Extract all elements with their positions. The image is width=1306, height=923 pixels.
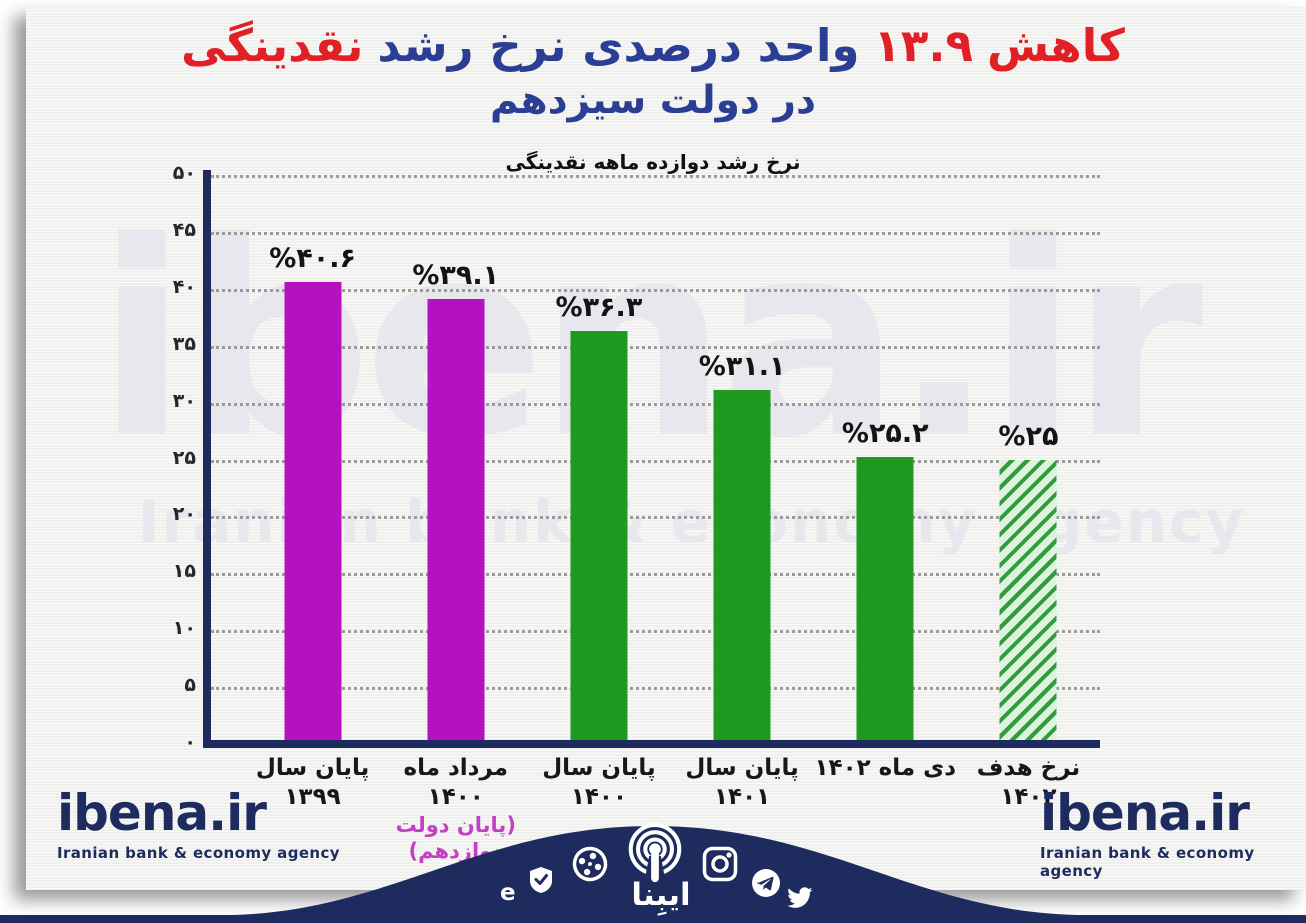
bar-value-label: %۳۶.۳ bbox=[555, 291, 643, 323]
x-axis-label: پایان سال ۱۴۰۱ bbox=[685, 755, 799, 810]
title-line-2: در دولت سیزدهم bbox=[490, 77, 816, 123]
title-word-liquidity: نقدینگی bbox=[181, 19, 364, 72]
y-axis-line bbox=[203, 170, 211, 748]
gridline-10 bbox=[211, 630, 1100, 634]
gridline-30 bbox=[211, 402, 1100, 406]
ibena-tagline-left: Iranian bank & economy agency bbox=[57, 844, 340, 862]
bar-4 bbox=[713, 390, 771, 744]
title-number: ۱۳.۹ bbox=[873, 19, 973, 72]
bale-icon bbox=[530, 867, 552, 893]
bar-3 bbox=[570, 330, 628, 744]
ibena-broadcast-icon bbox=[628, 823, 682, 887]
gridline-40 bbox=[211, 288, 1100, 292]
bar-slot-3: %۳۶.۳ bbox=[527, 175, 670, 744]
bars-row: %۴۰.۶ %۳۹.۱ %۳۶.۳ %۳۱.۱ %۲۵.۲ %۲۵ bbox=[211, 175, 1100, 744]
title-word-decrease: کاهش bbox=[986, 19, 1125, 72]
title-middle-text: واحد درصدی نرخ رشد bbox=[377, 19, 860, 72]
y-tick-label-0: ۰ bbox=[184, 731, 196, 753]
y-tick-label-15: ۱۵ bbox=[172, 560, 196, 583]
gridline-5 bbox=[211, 687, 1100, 691]
bar-slot-2: %۳۹.۱ bbox=[384, 175, 527, 744]
y-tick-label-20: ۲۰ bbox=[172, 503, 196, 526]
x-axis-labels-row: پایان سال ۱۳۹۹ مرداد ماه ۱۴۰۰ (پایان دولت … bbox=[211, 754, 1100, 864]
y-tick-label-10: ۱۰ bbox=[172, 617, 196, 640]
ibena-logo-text-right: ibena.ir bbox=[1040, 784, 1250, 842]
x-axis-label: نرخ هدف ۱۴۰۲ bbox=[976, 755, 1081, 810]
eitaa-icon: e bbox=[500, 880, 516, 906]
watermark-logo-text: ibena.ir bbox=[96, 185, 1203, 497]
ibena-logo-text-left: ibena.ir bbox=[57, 784, 267, 842]
x-axis-line bbox=[203, 740, 1100, 748]
ibena-tagline-right: Iranian bank & economy agency bbox=[1040, 844, 1255, 880]
bar-slot-5: %۲۵.۲ bbox=[814, 175, 957, 744]
gridline-35 bbox=[211, 345, 1100, 349]
plot-area: %۴۰.۶ %۳۹.۱ %۳۶.۳ %۳۱.۱ %۲۵.۲ %۲۵ bbox=[211, 175, 1100, 747]
bar-value-label: %۲۵ bbox=[998, 420, 1059, 452]
x-axis-label: پایان سال ۱۴۰۰ bbox=[542, 755, 656, 810]
gridline-20 bbox=[211, 516, 1100, 520]
y-tick-label-30: ۳۰ bbox=[172, 389, 196, 412]
x-axis-sublabel: (پایان دولت دوازدهم) bbox=[395, 812, 516, 863]
y-tick-label-5: ۵ bbox=[184, 674, 196, 697]
footer-logo-right: ibena.ir Iranian bank & economy agency bbox=[1040, 788, 1306, 880]
y-axis-labels: ۰ ۵ ۱۰ ۱۵ ۲۰ ۲۵ ۳۰ ۳۵ ۴۰ ۴۵ ۵۰ bbox=[146, 162, 196, 753]
chart-subtitle: نرخ رشد دوازده ماهه نقدینگی bbox=[505, 150, 801, 174]
bar-2 bbox=[427, 299, 485, 744]
twitter-icon bbox=[787, 887, 813, 908]
bar-slot-1: %۴۰.۶ bbox=[241, 175, 384, 744]
x-axis-label: مرداد ماه ۱۴۰۰ (پایان دولت دوازدهم) bbox=[384, 754, 527, 864]
gridline-15 bbox=[211, 573, 1100, 577]
title-line-1: کاهش۱۳.۹واحد درصدی نرخ رشدنقدینگی bbox=[0, 12, 1306, 80]
bar-5 bbox=[856, 457, 914, 744]
bar-slot-6: %۲۵ bbox=[957, 175, 1100, 744]
bar-value-label: %۲۵.۲ bbox=[841, 418, 929, 450]
bar-6 bbox=[999, 459, 1057, 744]
y-tick-label-50: ۵۰ bbox=[172, 162, 196, 184]
aparat-icon bbox=[572, 846, 608, 882]
bar-1 bbox=[284, 281, 342, 744]
x-axis-label: پایان سال ۱۳۹۹ bbox=[255, 755, 370, 810]
ibena-farsi-wordmark: ایبِنا bbox=[631, 877, 691, 913]
gridline-50 bbox=[211, 175, 1100, 178]
telegram-icon bbox=[752, 869, 780, 897]
y-tick-label-45: ۴۵ bbox=[172, 218, 196, 241]
bar-value-label: %۳۹.۱ bbox=[412, 260, 500, 292]
gridline-25 bbox=[211, 459, 1100, 463]
y-tick-label-25: ۲۵ bbox=[172, 446, 196, 469]
y-tick-label-40: ۴۰ bbox=[172, 275, 196, 298]
gridline-45 bbox=[211, 231, 1100, 235]
footer-logo-left: ibena.ir Iranian bank & economy agency bbox=[57, 788, 340, 862]
instagram-icon bbox=[702, 846, 738, 882]
bar-slot-4: %۳۱.۱ bbox=[671, 175, 814, 744]
y-tick-label-35: ۳۵ bbox=[172, 332, 196, 355]
bar-value-label: %۴۰.۶ bbox=[269, 242, 356, 274]
x-axis-label: دی ماه ۱۴۰۲ bbox=[814, 755, 957, 781]
bar-value-label: %۳۱.۱ bbox=[698, 351, 786, 383]
chart-main-title: کاهش۱۳.۹واحد درصدی نرخ رشدنقدینگی در دول… bbox=[0, 12, 1306, 122]
